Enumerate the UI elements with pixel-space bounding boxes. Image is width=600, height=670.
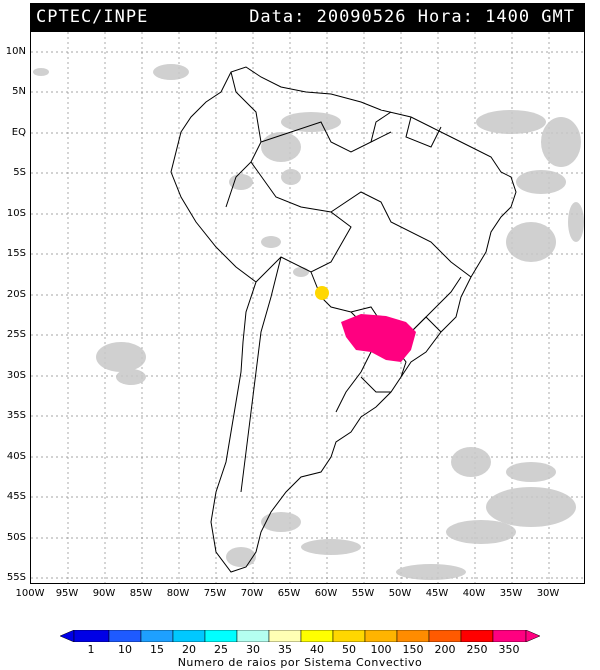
lat-label-eq: EQ (11, 127, 26, 138)
lon-label-65w: 65W (277, 588, 301, 599)
map-frame (30, 31, 585, 584)
legend-label-1: 1 (87, 643, 95, 656)
legend-swatch-25 (204, 630, 238, 642)
legend-swatch-250 (460, 630, 494, 642)
legend-label-25: 25 (214, 643, 228, 656)
lon-label-50w: 50W (388, 588, 412, 599)
legend-label-40: 40 (310, 643, 324, 656)
legend-label-35: 35 (278, 643, 292, 656)
lat-label-15s: 15S (6, 248, 26, 259)
color-legend-bar (60, 630, 540, 642)
legend-title: Numero de raios por Sistema Convectivo (177, 656, 423, 669)
legend-swatch-40 (300, 630, 334, 642)
lon-label-60w: 60W (314, 588, 338, 599)
legend-swatch-50 (332, 630, 366, 642)
lat-label-10n: 10N (5, 46, 26, 57)
legend-label-10: 10 (118, 643, 132, 656)
datetime-label: Data: 20090526 Hora: 1400 GMT (249, 7, 575, 27)
lon-label-75w: 75W (203, 588, 227, 599)
lat-label-10s: 10S (6, 208, 26, 219)
lon-label-85w: 85W (129, 588, 153, 599)
legend-swatch-1 (73, 630, 110, 642)
lon-label-45w: 45W (425, 588, 449, 599)
map-header: CPTEC/INPE Data: 20090526 Hora: 1400 GMT (30, 3, 585, 31)
lat-label-35s: 35S (6, 410, 26, 421)
lon-label-90w: 90W (92, 588, 116, 599)
legend-swatch-200 (428, 630, 462, 642)
legend-label-15: 15 (150, 643, 164, 656)
continent-outline (170, 66, 517, 573)
lat-label-45s: 45S (6, 491, 26, 502)
lon-label-100w: 100W (15, 588, 45, 599)
lon-label-70w: 70W (240, 588, 264, 599)
legend-label-30: 30 (246, 643, 260, 656)
map-canvas (31, 32, 584, 583)
legend-swatch-15 (140, 630, 174, 642)
lat-label-50s: 50S (6, 532, 26, 543)
lat-label-55s: 55S (6, 572, 26, 583)
lon-label-40w: 40W (462, 588, 486, 599)
lon-label-80w: 80W (166, 588, 190, 599)
lat-label-5n: 5N (12, 86, 26, 97)
lon-label-30w: 30W (536, 588, 560, 599)
legend-swatch-35 (268, 630, 302, 642)
legend-swatch-30 (236, 630, 270, 642)
legend-swatch-100 (364, 630, 398, 642)
legend-label-50: 50 (342, 643, 356, 656)
lat-label-5s: 5S (13, 167, 26, 178)
legend-arrow-right (525, 630, 540, 642)
legend-swatch-20 (172, 630, 206, 642)
convective-system-magenta (341, 314, 416, 362)
legend-arrow-left (60, 630, 75, 642)
legend-label-250: 250 (466, 643, 488, 656)
lon-label-95w: 95W (55, 588, 79, 599)
legend-label-350: 350 (498, 643, 520, 656)
lat-label-30s: 30S (6, 370, 26, 381)
legend-label-100: 100 (370, 643, 392, 656)
legend-swatch-350 (492, 630, 527, 642)
legend-label-20: 20 (182, 643, 196, 656)
lon-label-35w: 35W (499, 588, 523, 599)
convective-system-yellow (315, 286, 329, 300)
legend-swatch-150 (396, 630, 430, 642)
legend-label-150: 150 (402, 643, 424, 656)
source-label: CPTEC/INPE (36, 7, 149, 27)
legend-label-200: 200 (434, 643, 456, 656)
legend-swatch-10 (108, 630, 142, 642)
lat-label-40s: 40S (6, 451, 26, 462)
lon-label-55w: 55W (351, 588, 375, 599)
cloud-cover (33, 64, 584, 580)
lat-label-20s: 20S (6, 289, 26, 300)
lat-label-25s: 25S (6, 329, 26, 340)
